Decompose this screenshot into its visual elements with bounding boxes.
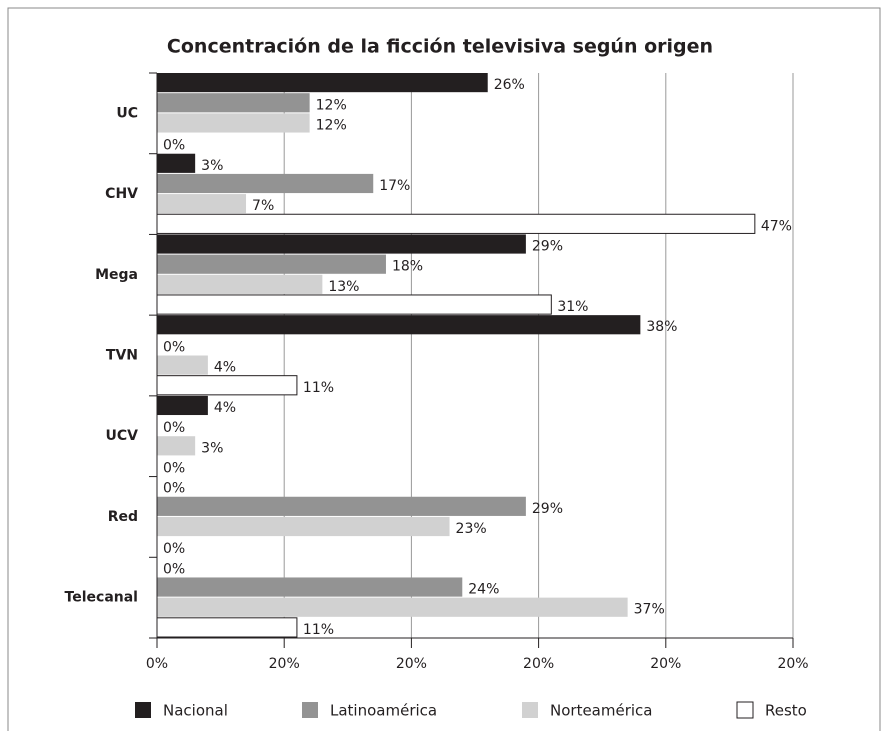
- value-label: 4%: [214, 360, 236, 376]
- x-tick-label: 20%: [650, 656, 681, 672]
- bar: [157, 234, 526, 254]
- chart-title: Concentración de la ficción televisiva s…: [167, 36, 713, 58]
- value-label: 17%: [379, 178, 410, 194]
- value-label: 0%: [163, 541, 185, 557]
- y-tick-label: UCV: [106, 428, 139, 444]
- bar: [157, 395, 208, 416]
- value-label: 12%: [316, 97, 347, 113]
- bar: [156, 617, 298, 638]
- x-tick-label: 20%: [523, 656, 554, 672]
- legend-label: Resto: [765, 702, 807, 720]
- legend-label: Latinoamérica: [330, 702, 437, 720]
- frame: [7, 7, 881, 731]
- bar: [157, 516, 450, 537]
- legend-swatch: [522, 702, 538, 718]
- value-label: 12%: [316, 117, 347, 133]
- bar: [157, 436, 196, 456]
- x-tick-label: 0%: [146, 656, 168, 672]
- bar: [156, 294, 552, 315]
- value-label: 31%: [557, 299, 588, 315]
- value-label: 38%: [646, 319, 677, 335]
- x-tick-label: 20%: [777, 656, 808, 672]
- value-label: 37%: [634, 602, 665, 618]
- bar: [157, 153, 196, 173]
- value-label: 26%: [494, 77, 525, 93]
- value-label: 3%: [201, 440, 223, 456]
- bar: [157, 254, 386, 274]
- value-label: 23%: [456, 521, 487, 537]
- x-tick-label: 20%: [269, 656, 300, 672]
- legend-label: Norteamérica: [550, 702, 652, 720]
- value-label: 0%: [163, 138, 185, 154]
- value-label: 29%: [532, 501, 563, 517]
- legend-swatch: [135, 702, 151, 718]
- legend-label: Nacional: [163, 702, 228, 720]
- value-label: 0%: [163, 420, 185, 436]
- value-label: 13%: [328, 279, 359, 295]
- value-label: 7%: [252, 198, 274, 214]
- y-tick-label: UC: [116, 105, 138, 121]
- bar: [157, 315, 641, 335]
- value-label: 0%: [163, 481, 185, 497]
- value-label: 11%: [303, 380, 334, 396]
- bar: [157, 577, 463, 597]
- value-label: 29%: [532, 239, 563, 255]
- bar: [157, 274, 323, 294]
- value-label: 3%: [201, 158, 223, 174]
- value-label: 4%: [214, 400, 236, 416]
- value-label: 18%: [392, 259, 423, 275]
- y-tick-label: Telecanal: [65, 590, 138, 606]
- legend-swatch: [736, 701, 754, 719]
- y-tick-label: Mega: [95, 267, 138, 283]
- bar: [157, 93, 310, 113]
- y-tick-label: TVN: [106, 348, 138, 364]
- y-tick-label: Red: [108, 509, 138, 525]
- value-label: 24%: [468, 582, 499, 598]
- x-tick-label: 20%: [396, 656, 427, 672]
- value-label: 0%: [163, 561, 185, 577]
- bar: [157, 355, 208, 375]
- bar: [157, 194, 247, 214]
- bar: [156, 375, 298, 396]
- value-label: 47%: [761, 218, 792, 234]
- value-label: 0%: [163, 460, 185, 476]
- value-label: 11%: [303, 622, 334, 638]
- bar: [157, 73, 488, 93]
- value-label: 0%: [163, 339, 185, 355]
- bar: [157, 597, 628, 617]
- y-tick-label: CHV: [105, 186, 138, 202]
- bar: [156, 213, 756, 234]
- bar: [157, 113, 310, 133]
- bar: [157, 496, 526, 516]
- bar: [157, 173, 374, 194]
- legend-swatch: [302, 702, 318, 718]
